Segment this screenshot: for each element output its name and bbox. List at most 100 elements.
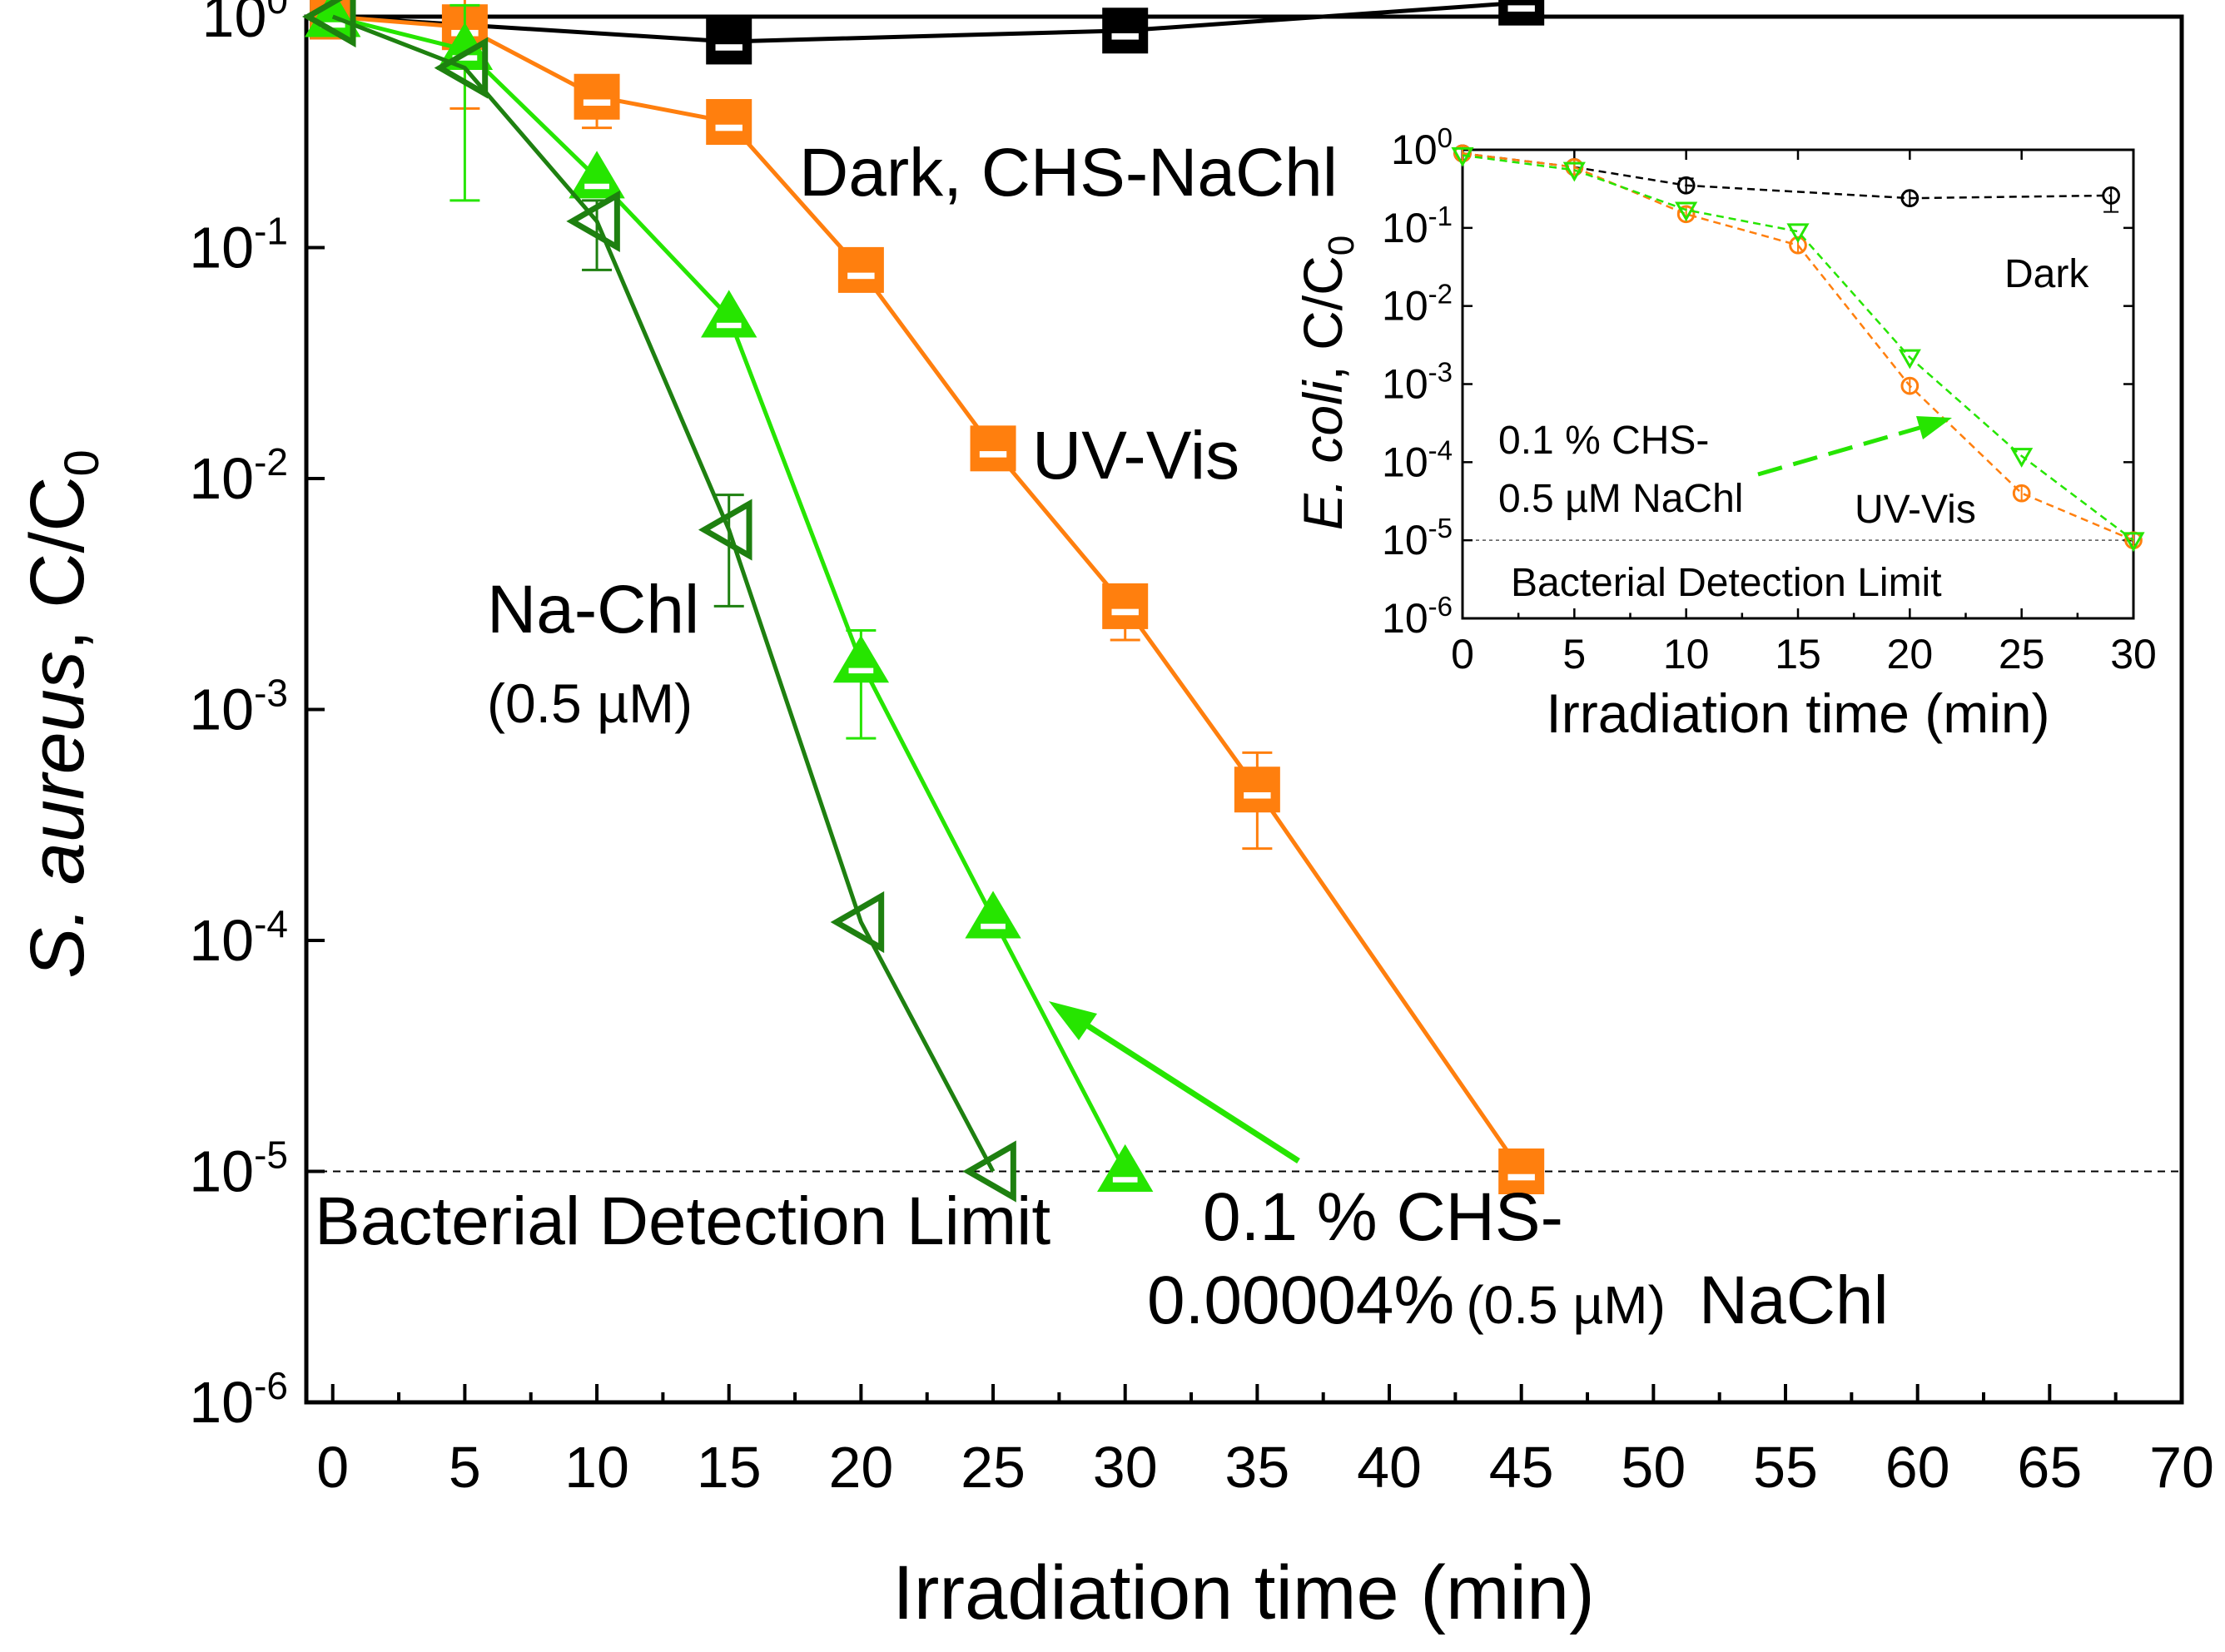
y-tick-label-base: 10 (1382, 283, 1428, 330)
series-line (1462, 154, 2134, 542)
y-tick-label: 10-5 (1382, 513, 1453, 563)
y-tick-label-base: 10 (189, 216, 254, 280)
y-tick-label-base: 10 (189, 908, 254, 973)
data-point-mark (584, 183, 609, 190)
data-point-mark (1507, 5, 1535, 12)
data-point (1675, 201, 1698, 222)
x-tick-label: 70 (2149, 1435, 2214, 1500)
inset-plot: 0 5 10 15 20 25 30 10010-110-210-310-410-510-6… (1292, 122, 2157, 744)
inset-y-axis-label-ratio: , C/C (1292, 255, 1353, 380)
y-tick-label: 10-5 (189, 1134, 288, 1204)
x-tick-label: 10 (564, 1435, 629, 1500)
inset-series-layer (1451, 144, 2145, 553)
x-tick-label: 35 (1224, 1435, 1289, 1500)
data-point (1102, 583, 1149, 629)
y-tick-label-base: 10 (1382, 439, 1428, 485)
inset-uvvis-label: UV-Vis (1855, 488, 1976, 532)
data-point-mark (1507, 1173, 1535, 1181)
data-point (706, 99, 752, 146)
y-tick-label-exponent: -2 (1428, 279, 1453, 310)
series-layer (302, 0, 1545, 1203)
x-tick-label: 20 (1887, 631, 1934, 677)
chs-label-molar: (0.5 µM) (1466, 1275, 1666, 1335)
data-point (566, 190, 620, 252)
data-point (434, 37, 489, 99)
data-point-mark (848, 667, 874, 674)
data-point (1562, 161, 1586, 182)
y-axis-label: S. aureus, C/C0 (15, 449, 109, 979)
x-tick-label: 15 (697, 1435, 762, 1500)
data-point (1786, 223, 1810, 244)
nachl-label-line1: Na-Chl (487, 572, 699, 647)
y-tick-label: 10-6 (189, 1364, 288, 1435)
x-tick-label: 0 (1451, 631, 1474, 677)
y-tick-label-exponent: -1 (1428, 201, 1453, 231)
data-point (1097, 1144, 1154, 1192)
y-tick-label: 10-4 (189, 902, 288, 973)
chs-label-percent: 0.00004% (1147, 1263, 1454, 1338)
data-point-mark (979, 451, 1007, 458)
data-point (2122, 532, 2145, 553)
y-tick-label: 10-3 (1382, 357, 1453, 408)
uvvis-series-label: UV-Vis (1032, 418, 1239, 494)
data-point (706, 18, 752, 65)
inset-chs-label-line2: 0.5 µM NaChl (1498, 477, 1743, 521)
x-tick-label: 30 (1093, 1435, 1158, 1500)
y-tick-label-exponent: -6 (1428, 591, 1453, 622)
y-tick-label-exponent: -3 (1428, 357, 1453, 388)
chs-arrow-line (1076, 1017, 1300, 1163)
data-point (701, 290, 757, 338)
data-point-mark (847, 272, 875, 280)
inset-chs-label-line1: 0.1 % CHS- (1498, 419, 1709, 463)
chs-label-line1: 0.1 % CHS- (1203, 1179, 1563, 1255)
y-tick-label: 10-6 (1382, 591, 1453, 642)
data-point (302, 0, 356, 48)
inset-detection-label: Bacterial Detection Limit (1511, 561, 1942, 605)
x-tick-label: 30 (2110, 631, 2157, 677)
y-tick-label-exponent: -4 (254, 902, 288, 945)
y-tick-label-base: 10 (1382, 595, 1428, 642)
chs-label-line2: 0.00004% (0.5 µM) NaChl (1147, 1263, 1889, 1338)
y-tick-label: 10-1 (1382, 201, 1453, 251)
chs-arrow-head (1049, 1001, 1097, 1040)
inset-y-axis-label: E. coli, C/C0 (1292, 236, 1362, 531)
x-tick-label: 0 (316, 1435, 349, 1500)
inset-y-axis-label-subscript: 0 (1321, 236, 1362, 255)
data-point-mark (583, 99, 611, 107)
data-point (1898, 349, 1921, 370)
data-point-mark (1112, 1177, 1138, 1183)
data-point (1102, 7, 1149, 54)
x-tick-label: 25 (961, 1435, 1026, 1500)
y-tick-label: 10-4 (1382, 434, 1453, 485)
inset-chs-arrow-line (1757, 422, 1932, 477)
data-point (1498, 1148, 1545, 1194)
y-tick-label-exponent: -4 (1428, 434, 1453, 465)
data-point (970, 425, 1016, 472)
series-line (332, 0, 1522, 44)
x-tick-label: 40 (1357, 1435, 1422, 1500)
series-na-chl-0-5-m- (302, 0, 1016, 1203)
detection-limit-label: Bacterial Detection Limit (315, 1183, 1050, 1259)
data-point (698, 499, 752, 561)
data-point (830, 890, 885, 954)
main-plot: 0 5 10 15 20 25 30 35 40 45 50 55 60 65 70 10010-110-2… (15, 0, 2214, 1635)
data-point (569, 151, 625, 199)
series-line (331, 14, 996, 1173)
y-tick-label-base: 10 (189, 1139, 254, 1204)
inset-chs-arrow-head (1916, 416, 1952, 439)
y-tick-label-base: 10 (1382, 361, 1428, 408)
data-point-mark (715, 124, 742, 131)
dark-series-label: Dark, CHS-NaChl (799, 135, 1338, 211)
inset-x-axis-ticks: 0 5 10 15 20 25 30 (1451, 150, 2157, 677)
y-tick-label-exponent: -5 (254, 1134, 288, 1177)
x-tick-label: 55 (1753, 1435, 1818, 1500)
x-tick-label: 45 (1489, 1435, 1554, 1500)
y-tick-label: 100 (1391, 122, 1453, 173)
x-tick-label: 5 (449, 1435, 481, 1500)
y-tick-label: 10-2 (189, 440, 288, 511)
data-point (962, 1140, 1016, 1203)
y-tick-label-base: 10 (189, 1370, 254, 1435)
y-axis-label-subscript: 0 (55, 449, 109, 476)
y-tick-label: 10-3 (189, 672, 288, 742)
